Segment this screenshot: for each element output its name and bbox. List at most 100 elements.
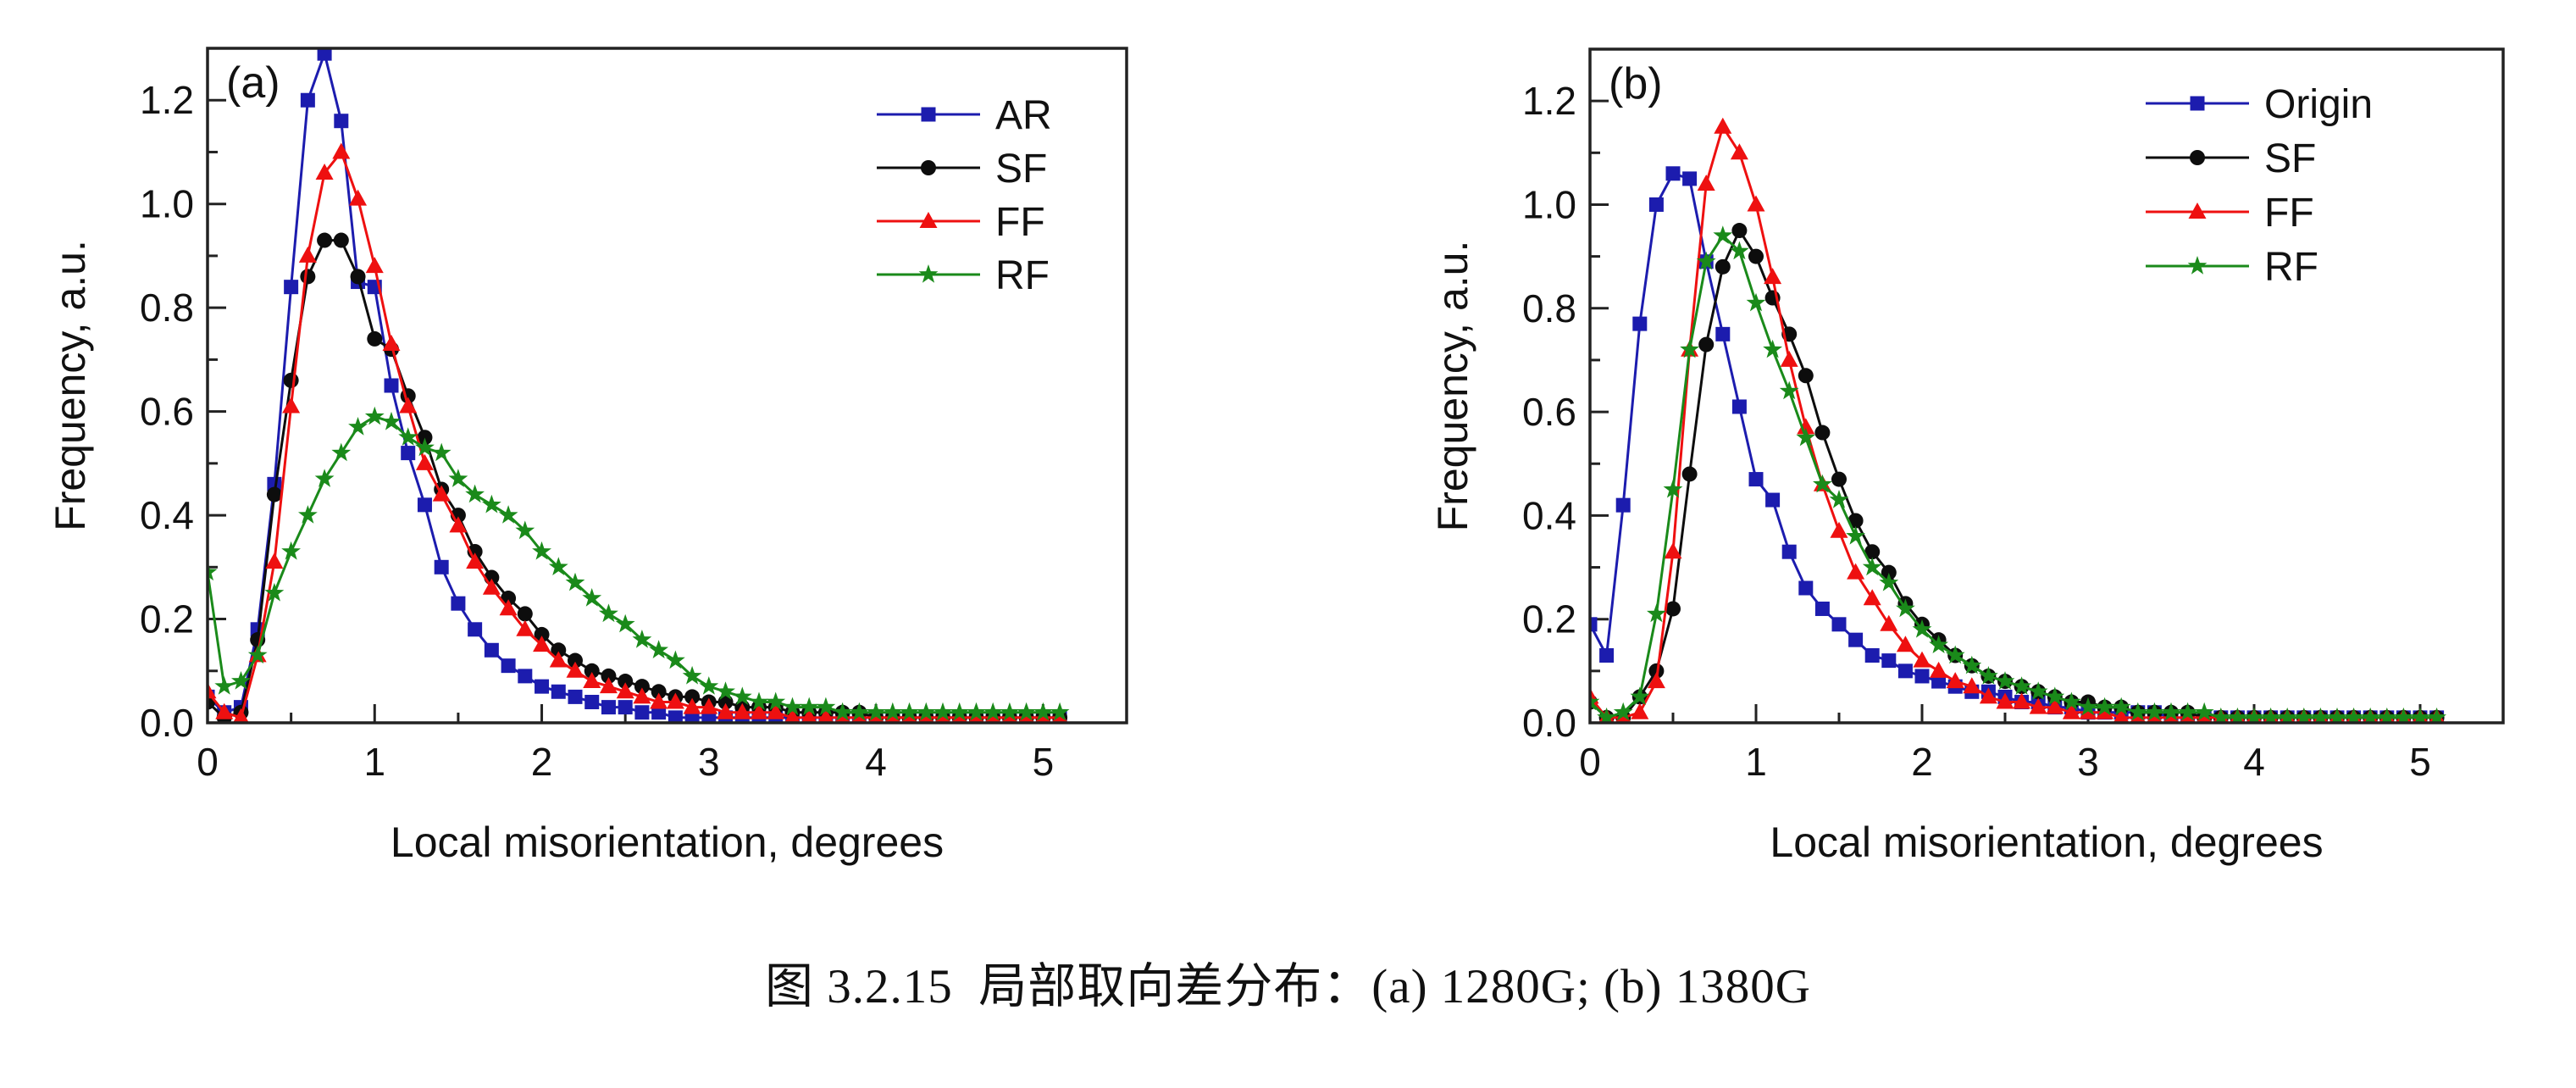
data-point-RF [247,645,268,664]
x-tick-label: 5 [1033,740,1055,784]
legend-entry-SF: SF [877,147,1047,192]
data-point-Origin [1798,580,1814,596]
data-point-RF [783,697,802,716]
data-point-SF [1864,544,1881,560]
data-point-SF [517,606,533,622]
data-point-SF [601,668,617,684]
x-axis-title: Local misorientation, degrees [391,819,944,866]
data-point-RF [1912,619,1932,638]
data-point-FF [265,552,284,569]
data-point-FF [733,702,751,719]
data-point-RF [1613,702,1633,721]
data-point-RF [833,702,852,721]
data-point-Origin [1648,197,1664,212]
data-point-Origin [1665,166,1681,181]
data-point-RF [2128,702,2148,721]
series-AR [208,48,1067,723]
data-point-RF [2095,697,2114,716]
x-tick-label: 1 [1745,740,1767,784]
data-point-RF [314,469,335,487]
data-point-AR [484,642,499,658]
data-point-Origin [1881,653,1897,669]
data-point-RF [2194,702,2214,721]
data-point-FF [1664,542,1682,559]
data-point-RF [1647,603,1666,623]
data-point-RF [1713,225,1733,244]
data-point-RF [615,613,635,633]
data-point-RF [264,582,285,602]
data-point-FF [2113,708,2130,723]
data-point-FF [315,163,334,180]
legend-marker-SF [921,160,936,175]
data-point-RF [2377,707,2397,723]
legend-label-SF: SF [2264,136,2316,181]
data-point-FF [549,651,568,668]
data-point-RF [900,702,919,721]
data-point-RF [231,671,251,690]
data-point-RF [2211,707,2231,723]
data-point-FF [1631,702,1649,719]
y-tick-label: 0.8 [140,286,194,330]
data-point-SF [367,330,383,347]
x-tick-label: 5 [2409,740,2431,784]
data-point-FF [633,687,651,704]
data-point-RF [1763,339,1782,358]
data-point-FF [666,692,684,709]
legend-entry-Origin: Origin [2146,82,2373,127]
data-point-RF [431,442,451,462]
data-point-FF [415,453,434,470]
data-point-AR [568,689,583,704]
data-point-RF [2178,702,2197,721]
data-point-RF [1779,380,1799,400]
data-point-FF [282,397,301,414]
data-point-RF [1979,666,1998,685]
data-point-FF [1714,117,1732,134]
data-point-RF [1050,702,1070,721]
data-point-RF [2161,702,2181,721]
data-point-AR [401,446,416,461]
data-point-FF [1747,195,1765,212]
panel-label: (a) [226,58,280,108]
data-point-Origin [1599,648,1615,663]
data-point-RF [2277,707,2297,723]
data-point-SF [1715,258,1731,275]
data-point-SF [534,626,550,642]
data-point-FF [1730,143,1748,160]
y-axis-title: Frequency, a.u. [1429,241,1476,532]
x-tick-label: 0 [197,740,219,784]
data-point-FF [482,578,501,595]
data-point-Origin [1765,492,1781,508]
data-point-FF [215,702,234,719]
data-point-RF [2012,676,2031,695]
data-point-FF [382,335,401,352]
data-point-RF [950,702,970,721]
data-point-RF [1962,655,1982,674]
plot-area [1590,117,2446,723]
data-point-AR [384,378,399,393]
data-point-FF [1963,677,1981,694]
data-point-RF [1796,427,1816,447]
panel-label: (b) [1609,59,1663,108]
data-point-RF [2427,707,2446,723]
series-line-RF [208,415,1061,714]
data-point-SF [333,232,349,248]
data-point-AR [618,700,633,715]
data-point-RF [208,562,218,581]
legend-entry-FF: FF [877,200,1045,245]
data-point-Origin [1682,171,1698,186]
data-point-FF [566,661,584,678]
y-tick-label: 0.0 [1522,701,1576,745]
data-point-RF [2360,707,2380,723]
data-point-AR [334,114,349,129]
y-axis-title: Frequency, a.u. [47,240,94,531]
data-point-RF [2045,686,2065,706]
data-point-FF [599,677,618,694]
data-point-FF [750,702,768,719]
data-point-FF [1847,563,1865,580]
data-point-AR [434,559,449,575]
data-point-RF [1846,525,1865,545]
data-point-SF [1748,248,1764,264]
data-point-FF [499,599,518,616]
data-point-FF [332,142,351,159]
data-point-FF [1896,636,1914,652]
